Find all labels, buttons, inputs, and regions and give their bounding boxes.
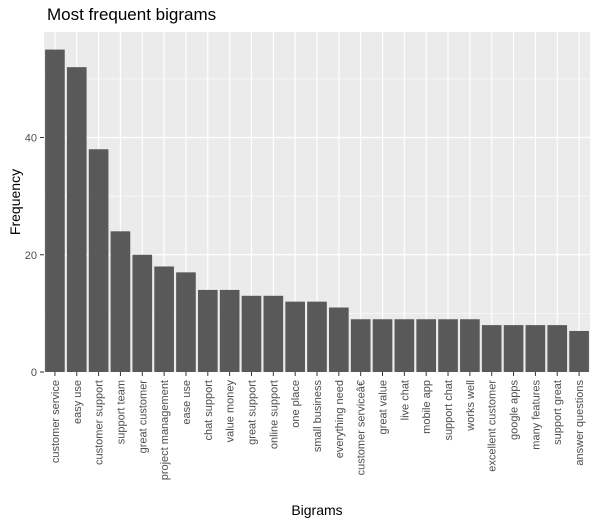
- bar: [438, 319, 458, 372]
- y-tick-label: 20: [25, 250, 37, 262]
- y-tick-label: 40: [25, 133, 37, 145]
- x-tick-label: everything need: [334, 380, 346, 458]
- bar: [329, 307, 349, 372]
- x-tick-label: chat support: [203, 380, 215, 441]
- x-tick-label: ease use: [181, 380, 193, 425]
- x-tick-label: mobile app: [421, 380, 433, 434]
- bar: [88, 149, 109, 372]
- bar: [132, 254, 153, 372]
- x-tick-label: customer serviceâ€: [356, 380, 368, 475]
- bar: [110, 231, 131, 372]
- bar: [285, 301, 305, 372]
- x-tick-label: great customer: [137, 380, 149, 454]
- bars: [45, 49, 589, 372]
- bar: [547, 325, 568, 372]
- x-tick-label: value money: [225, 380, 237, 443]
- bar: [350, 319, 371, 372]
- x-tick-label: support team: [115, 380, 127, 444]
- x-tick-label: many features: [530, 380, 542, 450]
- x-tick-label: easy use: [72, 380, 84, 424]
- x-tick-label: google apps: [509, 380, 521, 440]
- bar: [460, 319, 480, 372]
- x-tick-label: support chat: [443, 380, 455, 441]
- x-axis: customer service easy use customer support…: [50, 372, 586, 480]
- bar: [525, 325, 546, 372]
- bar: [66, 67, 87, 372]
- x-tick-label: customer service: [50, 380, 62, 463]
- bar: [154, 266, 174, 372]
- bar: [45, 49, 65, 372]
- bar: [372, 319, 393, 372]
- bar: [263, 295, 284, 372]
- x-tick-label: one place: [290, 380, 302, 428]
- bar: [307, 301, 327, 372]
- chart-title: Most frequent bigrams: [47, 5, 217, 24]
- x-tick-label: support great: [552, 380, 564, 445]
- bar: [176, 272, 196, 372]
- x-tick-label: answer questions: [574, 380, 586, 466]
- x-tick-label: works well: [465, 380, 477, 432]
- bar: [394, 319, 415, 372]
- y-axis: 0 20 40: [25, 133, 44, 379]
- bar: [503, 325, 524, 372]
- bar: [197, 289, 218, 372]
- x-tick-label: project management: [159, 380, 171, 480]
- x-axis-title: Bigrams: [291, 502, 342, 518]
- bar: [481, 325, 502, 372]
- bar: [241, 295, 262, 372]
- bar: [416, 319, 437, 372]
- y-axis-title: Frequency: [7, 169, 23, 235]
- bar: [569, 330, 589, 372]
- x-tick-label: great value: [378, 380, 390, 434]
- x-tick-label: great support: [246, 380, 258, 445]
- bar: [219, 289, 240, 372]
- x-tick-label: excellent customer: [487, 380, 499, 472]
- x-tick-label: live chat: [399, 380, 411, 420]
- x-tick-label: small business: [312, 380, 324, 453]
- y-tick-label: 0: [31, 367, 37, 379]
- x-tick-label: online support: [268, 380, 280, 449]
- x-tick-label: customer support: [94, 380, 106, 465]
